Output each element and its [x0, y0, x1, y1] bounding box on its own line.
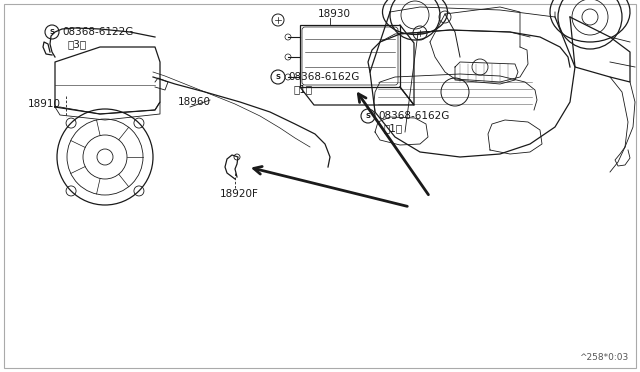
- Text: 08368-6122G: 08368-6122G: [62, 27, 133, 37]
- Text: 18920F: 18920F: [220, 189, 259, 199]
- Text: （1）: （1）: [384, 123, 403, 133]
- Text: 18910: 18910: [28, 99, 61, 109]
- Text: 08368-6162G: 08368-6162G: [378, 111, 449, 121]
- Text: （3）: （3）: [68, 39, 87, 49]
- Text: 08368-6162G: 08368-6162G: [288, 72, 360, 82]
- Text: 18960: 18960: [178, 97, 211, 107]
- Text: S: S: [365, 113, 371, 119]
- Bar: [300, 25, 400, 87]
- Text: S: S: [275, 74, 280, 80]
- Text: S: S: [49, 29, 54, 35]
- Text: ^258*0:03: ^258*0:03: [579, 353, 628, 362]
- Text: 18930: 18930: [318, 9, 351, 19]
- Text: （1）: （1）: [293, 84, 312, 94]
